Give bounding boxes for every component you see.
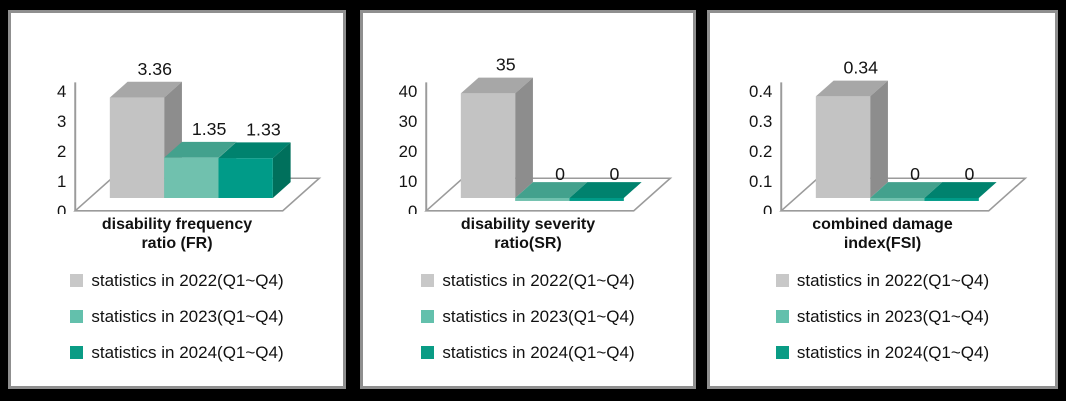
chart-panel-sr: 0 10 20 30 40 35 0 0 disability severity ratio(…	[360, 10, 696, 389]
y-tick-label: 0.1	[748, 172, 771, 191]
chart-title-line: ratio (FR)	[141, 234, 213, 252]
chart-title-line: ratio(SR)	[494, 234, 562, 252]
y-tick-label: 30	[399, 112, 418, 131]
legend-item-2024: statistics in 2024(Q1~Q4)	[421, 342, 635, 363]
y-tick-label: 10	[399, 172, 418, 191]
bar-value-label: 3.36	[137, 59, 172, 79]
bar-front-face	[109, 97, 165, 198]
bar-top-face	[923, 182, 997, 198]
bar-value-label: 0	[610, 164, 620, 184]
bar-value-label: 1.33	[246, 120, 281, 140]
legend-label: statistics in 2023(Q1~Q4)	[796, 306, 990, 326]
bar-2024	[218, 142, 291, 198]
bar-front-face	[569, 197, 624, 201]
bar-value-label: 0	[555, 164, 565, 184]
legend-label: statistics in 2022(Q1~Q4)	[442, 270, 635, 290]
legend-label: statistics in 2023(Q1~Q4)	[442, 306, 635, 326]
bar-chart-fsi: 0 0.1 0.2 0.3 0.4 0.34 0 0	[748, 58, 1027, 214]
y-tick-label: 0.2	[748, 142, 771, 161]
bar-front-face	[460, 93, 516, 198]
bar-front-face	[815, 96, 870, 198]
bar-2022	[815, 80, 888, 198]
bar-top-face	[869, 182, 942, 198]
legend-swatch-2023	[70, 310, 84, 324]
legend-swatch-2024	[70, 346, 84, 360]
legend-swatch-2022	[421, 274, 435, 288]
legend-item-2022: statistics in 2022(Q1~Q4)	[70, 270, 284, 291]
y-tick-label: 0.3	[748, 112, 771, 131]
bar-side-face	[272, 142, 291, 198]
chart-title-line: disability frequency	[101, 216, 253, 233]
legend-label: statistics in 2023(Q1~Q4)	[91, 306, 284, 326]
bar-chart-sr: 0 10 20 30 40 35 0 0	[399, 55, 673, 214]
bar-front-face	[515, 197, 570, 201]
bar-top-face	[164, 141, 237, 158]
y-tick-label: 2	[57, 142, 66, 161]
chart-panel-fr: 0 1 2 3 4 3.36 1.35 1.33 disability frequency r…	[8, 10, 346, 389]
legend-item-2022: statistics in 2022(Q1~Q4)	[775, 270, 990, 291]
bar-chart-fr: 0 1 2 3 4 3.36 1.35 1.33	[57, 59, 322, 214]
bar-value-label: 35	[496, 55, 516, 75]
legend-swatch-2022	[70, 274, 84, 288]
legend-swatch-2023	[775, 310, 789, 324]
chart-panel-fsi: 0 0.1 0.2 0.3 0.4 0.34 0 0 combined damage inde…	[707, 10, 1058, 389]
chart-title-line: disability severity	[460, 216, 596, 233]
legend-swatch-2023	[421, 310, 435, 324]
legend-label: statistics in 2022(Q1~Q4)	[796, 270, 990, 290]
y-tick-label: 0.4	[748, 82, 771, 101]
chart-title-line: index(FSI)	[843, 234, 922, 252]
bar-front-face	[869, 197, 924, 201]
legend-item-2023: statistics in 2023(Q1~Q4)	[775, 306, 990, 327]
y-tick-label: 0	[57, 202, 66, 214]
legend-item-2024: statistics in 2024(Q1~Q4)	[775, 342, 990, 363]
y-tick-label: 40	[399, 82, 418, 101]
legend-swatch-2024	[421, 346, 435, 360]
legend-label: statistics in 2024(Q1~Q4)	[91, 342, 284, 362]
legend-item-2023: statistics in 2023(Q1~Q4)	[421, 306, 635, 327]
bar-top-face	[460, 77, 533, 94]
bar-top-face	[109, 81, 182, 98]
bar-value-label: 1.35	[192, 119, 227, 139]
bar-2023	[869, 182, 942, 201]
y-tick-label: 0	[762, 202, 771, 214]
bar-side-face	[515, 77, 533, 198]
bar-value-label: 0.34	[843, 58, 878, 78]
bar-2023	[515, 182, 588, 201]
bar-top-face	[218, 142, 291, 159]
bar-front-face	[164, 157, 219, 198]
legend-label: statistics in 2022(Q1~Q4)	[91, 270, 284, 290]
y-tick-label: 1	[57, 172, 66, 191]
chart-legend: statistics in 2022(Q1~Q4) statistics in …	[775, 270, 990, 363]
chart-legend: statistics in 2022(Q1~Q4) statistics in …	[421, 270, 635, 363]
legend-label: statistics in 2024(Q1~Q4)	[442, 342, 635, 362]
chart-title-line: combined damage	[812, 216, 953, 233]
legend-swatch-2024	[775, 346, 789, 360]
bar-side-face	[869, 80, 888, 198]
bar-value-label: 0	[910, 164, 920, 184]
bar-top-face	[569, 182, 642, 198]
y-tick-label: 20	[399, 142, 418, 161]
legend-label: statistics in 2024(Q1~Q4)	[796, 342, 990, 362]
chart-title-fr: disability frequency ratio (FR)	[102, 216, 252, 254]
chart-legend: statistics in 2022(Q1~Q4) statistics in …	[70, 270, 284, 363]
legend-item-2023: statistics in 2023(Q1~Q4)	[70, 306, 284, 327]
y-tick-label: 4	[57, 82, 66, 101]
bar-2024	[569, 182, 642, 201]
y-tick-label: 0	[408, 202, 417, 214]
y-tick-label: 3	[57, 112, 66, 131]
bar-2022	[460, 77, 533, 198]
legend-item-2024: statistics in 2024(Q1~Q4)	[70, 342, 284, 363]
bar-front-face	[218, 158, 273, 198]
bar-top-face	[515, 182, 588, 198]
chart-title-sr: disability severity ratio(SR)	[461, 216, 595, 254]
bar-value-label: 0	[964, 164, 974, 184]
legend-swatch-2022	[775, 274, 789, 288]
bar-2024	[923, 182, 997, 201]
legend-item-2022: statistics in 2022(Q1~Q4)	[421, 270, 635, 291]
bar-front-face	[923, 197, 979, 201]
chart-title-fsi: combined damage index(FSI)	[812, 216, 952, 254]
bar-top-face	[815, 80, 888, 97]
